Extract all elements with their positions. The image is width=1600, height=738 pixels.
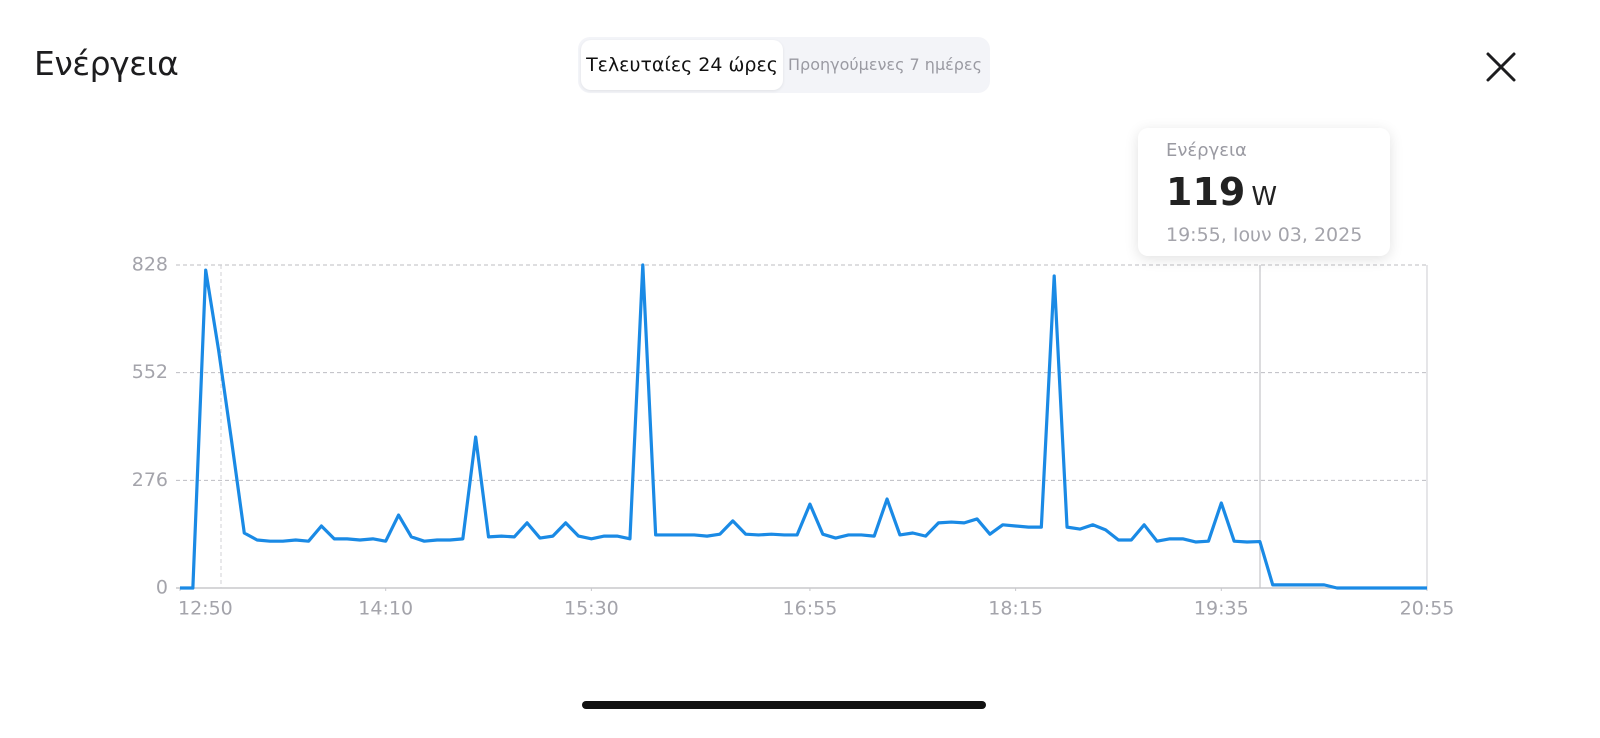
period-tabs: Τελευταίες 24 ώρες Προηγούμενες 7 ημέρες	[578, 37, 990, 93]
x-tick-label: 20:55	[1400, 598, 1455, 620]
x-tick-label: 19:35	[1194, 598, 1249, 620]
y-tick-label: 0	[156, 577, 168, 599]
tab-24h[interactable]: Τελευταίες 24 ώρες	[581, 40, 783, 90]
tooltip-value-row: 119 W	[1166, 170, 1277, 214]
tooltip: Ενέργεια 119 W 19:55, Ιουν 03, 2025	[1138, 128, 1390, 256]
x-tick-label: 14:10	[358, 598, 413, 620]
y-tick-label: 828	[132, 254, 168, 276]
tooltip-date: 19:55, Ιουν 03, 2025	[1166, 224, 1363, 246]
home-indicator	[582, 701, 986, 709]
tooltip-label: Ενέργεια	[1166, 140, 1247, 161]
tab-7d[interactable]: Προηγούμενες 7 ημέρες	[788, 55, 982, 74]
x-tick-label: 12:50	[178, 598, 233, 620]
y-tick-label: 276	[132, 469, 168, 491]
page-title: Ενέργεια	[34, 44, 179, 83]
y-tick-label: 552	[132, 361, 168, 383]
energy-line	[180, 263, 1427, 590]
tooltip-unit: W	[1251, 182, 1278, 212]
x-tick-label: 18:15	[988, 598, 1043, 620]
close-icon	[1486, 52, 1516, 82]
close-button[interactable]	[1484, 50, 1518, 84]
tooltip-value: 119	[1166, 170, 1246, 214]
x-tick-label: 15:30	[564, 598, 619, 620]
x-tick-label: 16:55	[783, 598, 838, 620]
